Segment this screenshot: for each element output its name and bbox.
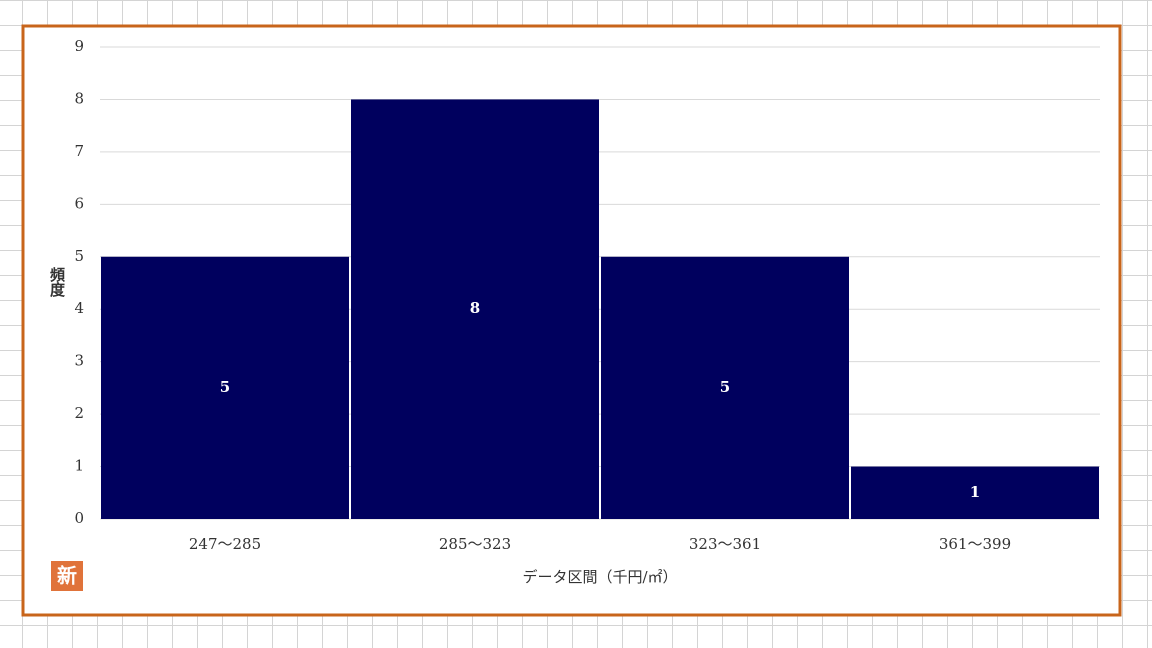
y-tick-label: 9 <box>74 37 84 55</box>
badge-bg <box>51 561 83 591</box>
bar <box>601 256 849 519</box>
value-label: 5 <box>220 378 230 396</box>
badge: 新 <box>57 564 77 588</box>
value-label: 8 <box>470 299 480 317</box>
x-tick-label: 361～399 <box>939 535 1011 553</box>
bar <box>851 466 1099 519</box>
y-tick-label: 3 <box>74 352 84 370</box>
y-tick-label: 5 <box>74 247 84 265</box>
value-label: 1 <box>970 483 980 501</box>
x-tick-label: 323～361 <box>689 535 761 553</box>
value-label: 5 <box>720 378 730 396</box>
x-axis-label: データ区間（千円/㎡） <box>522 568 677 586</box>
y-tick-label: 6 <box>74 194 84 212</box>
y-tick-label: 2 <box>74 404 84 422</box>
y-axis-label: 頻度 <box>48 266 66 298</box>
y-tick-label: 1 <box>74 457 84 475</box>
y-tick-label: 0 <box>74 509 84 527</box>
x-tick-label: 247～285 <box>189 535 261 553</box>
y-tick-label: 8 <box>74 89 84 107</box>
bar <box>351 99 599 519</box>
x-tick-label: 285～323 <box>439 535 511 553</box>
y-tick-label: 4 <box>74 299 84 317</box>
bar <box>101 256 349 519</box>
y-tick-label: 7 <box>74 142 84 160</box>
